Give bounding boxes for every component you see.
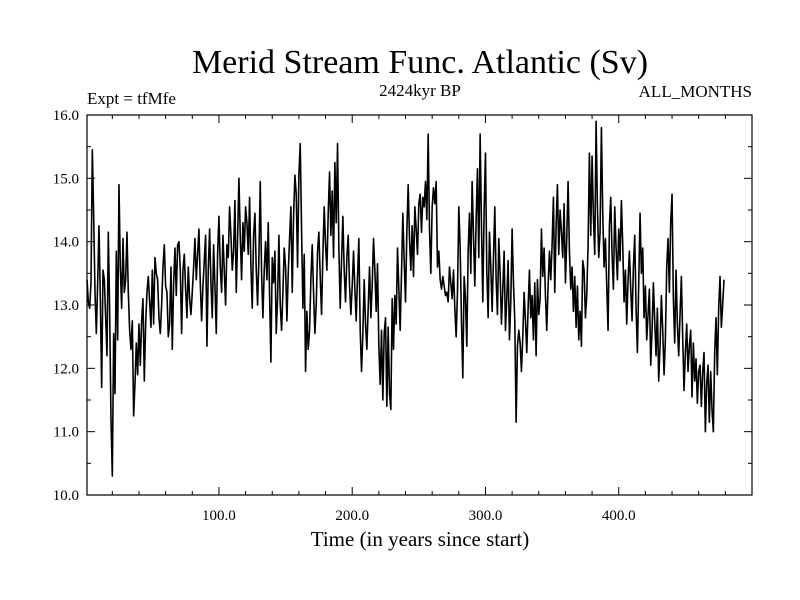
y-tick-label: 16.0 [53,108,79,124]
x-axis-label: Time (in years since start) [311,527,530,551]
y-tick-label: 15.0 [53,171,79,187]
y-tick-label: 11.0 [53,425,79,441]
x-tick-label: 300.0 [469,508,503,524]
x-tick-label: 200.0 [335,508,369,524]
plot-area-frame [86,114,753,496]
months-label: ALL_MONTHS [639,82,752,101]
series-line [86,120,725,477]
period-label: 2424kyr BP [379,81,461,100]
x-tick-label: 400.0 [602,508,636,524]
experiment-label: Expt = tfMfe [87,89,176,108]
y-tick-label: 12.0 [53,361,79,377]
chart-title: Merid Stream Func. Atlantic (Sv) [192,44,648,81]
y-tick-label: 14.0 [53,235,79,251]
y-tick-label: 13.0 [53,298,79,314]
x-tick-label: 100.0 [202,508,236,524]
y-tick-label: 10.0 [53,488,79,504]
x-axis-ticks: 100.0 200.0 300.0 400.0 [111,115,726,524]
y-axis-ticks: 10.0 11.0 12.0 13.0 14.0 15.0 16.0 [53,108,752,504]
